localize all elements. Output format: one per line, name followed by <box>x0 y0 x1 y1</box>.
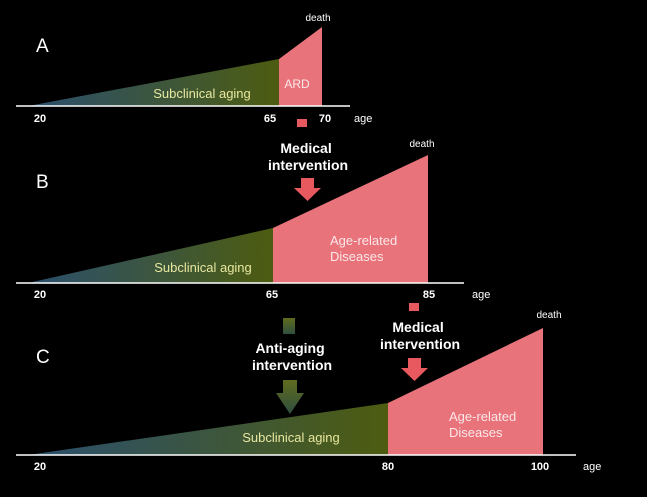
medical-intervention-marker <box>297 119 307 127</box>
anti-aging-intervention-marker <box>283 318 295 334</box>
disease-area <box>279 27 322 106</box>
subclinical-aging-wedge <box>28 59 279 106</box>
medical-intervention-arrow <box>294 178 321 201</box>
tick-label-end: 100 <box>531 461 549 473</box>
subclinical-aging-wedge <box>28 403 388 455</box>
subclinical-aging-label: Subclinical aging <box>154 260 252 275</box>
disease-area <box>273 155 428 283</box>
anti-aging-intervention-label: Anti-aging intervention <box>252 340 332 373</box>
medical-intervention-marker <box>409 303 419 311</box>
death-label: death <box>536 310 561 321</box>
medical-intervention-label: Medical intervention <box>380 319 460 352</box>
tick-label-onset: 65 <box>266 289 278 301</box>
subclinical-aging-wedge <box>28 228 273 283</box>
tick-label-end: 70 <box>319 113 331 125</box>
disease-label: Age-related Diseases <box>330 233 401 264</box>
axis-unit-label: age <box>354 113 372 125</box>
panel-c: C Anti-aging intervention Medical interv… <box>16 303 601 473</box>
subclinical-aging-label: Subclinical aging <box>242 430 340 445</box>
axis-unit-label: age <box>583 461 601 473</box>
panel-b: B Medical intervention Subclinical aging… <box>16 119 490 301</box>
panel-letter-c: C <box>36 347 50 368</box>
panel-letter-a: A <box>36 36 49 57</box>
tick-label-onset: 80 <box>382 461 394 473</box>
axis-unit-label: age <box>472 289 490 301</box>
disease-label: Age-related Diseases <box>449 409 520 440</box>
disease-area <box>388 328 543 455</box>
panel-letter-b: B <box>36 172 49 193</box>
tick-label-onset: 65 <box>264 113 276 125</box>
medical-intervention-label: Medical intervention <box>268 140 348 173</box>
death-label: death <box>409 139 434 150</box>
tick-label-end: 85 <box>423 289 435 301</box>
anti-aging-intervention-arrow <box>276 380 304 414</box>
tick-label-start: 20 <box>34 461 46 473</box>
medical-intervention-arrow <box>401 358 428 381</box>
panel-a: A Subclinical aging ARD death 20 65 70 a… <box>16 13 372 125</box>
death-label: death <box>305 13 330 24</box>
disease-label: ARD <box>284 77 310 91</box>
tick-label-start: 20 <box>34 289 46 301</box>
tick-label-start: 20 <box>34 113 46 125</box>
subclinical-aging-label: Subclinical aging <box>153 86 251 101</box>
